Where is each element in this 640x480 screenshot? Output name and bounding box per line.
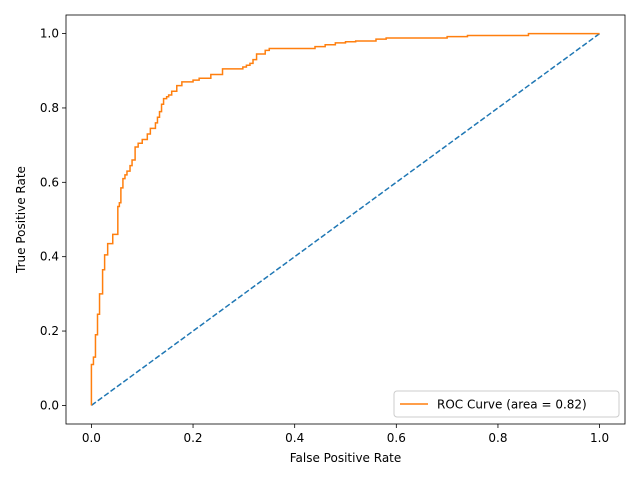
- x-tick-label: 0.4: [285, 431, 304, 445]
- legend-label: ROC Curve (area = 0.82): [437, 398, 587, 412]
- x-tick-label: 0.6: [387, 431, 406, 445]
- x-axis-ticks: 0.0 0.2 0.4 0.6 0.8 1.0: [82, 424, 609, 445]
- y-axis-ticks: 0.0 0.2 0.4 0.6 0.8 1.0: [40, 27, 66, 412]
- x-tick-label: 0.0: [82, 431, 101, 445]
- plot-frame: [65, 14, 626, 425]
- y-tick-label: 0.6: [40, 175, 59, 189]
- x-tick-label: 0.2: [183, 431, 202, 445]
- y-tick-label: 0.4: [40, 250, 59, 264]
- legend: ROC Curve (area = 0.82): [393, 390, 620, 418]
- y-tick-label: 0.0: [40, 398, 59, 412]
- y-tick-label: 1.0: [40, 27, 59, 41]
- x-tick-label: 0.8: [488, 431, 507, 445]
- y-tick-label: 0.8: [40, 101, 59, 115]
- legend-box: [393, 390, 620, 418]
- chance-line: [90, 32, 601, 407]
- y-tick-label: 0.2: [40, 324, 59, 338]
- y-axis-label: True Positive Rate: [14, 166, 28, 274]
- plot-lines: [90, 32, 601, 407]
- roc-curve-line: [90, 32, 600, 406]
- x-tick-label: 1.0: [590, 431, 609, 445]
- x-axis-label: False Positive Rate: [290, 451, 402, 465]
